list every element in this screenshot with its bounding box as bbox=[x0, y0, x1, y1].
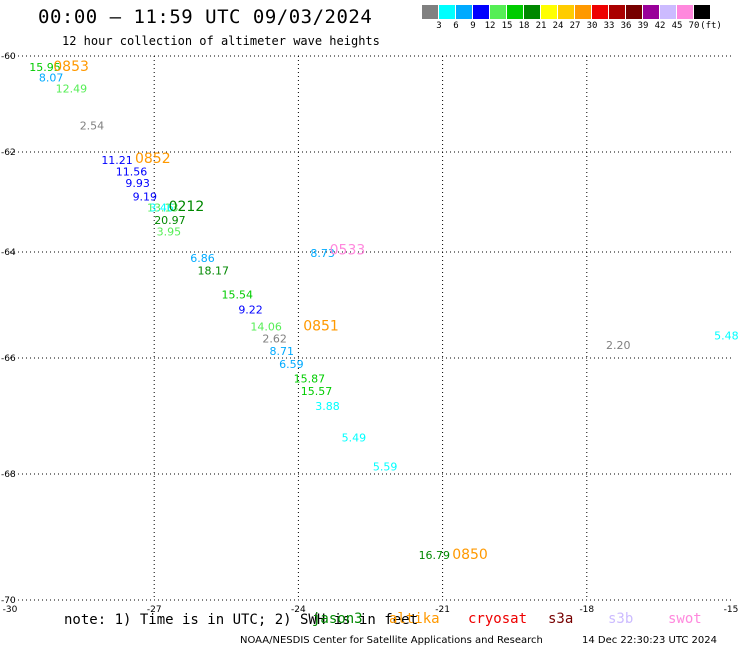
satellite-legend-item: jason3 bbox=[312, 611, 363, 627]
longitude-tick-label: -21 bbox=[435, 605, 450, 615]
color-scale-label: 15 bbox=[501, 21, 513, 31]
wave-height-value: 9.93 bbox=[125, 177, 150, 190]
color-swatch bbox=[473, 5, 490, 19]
color-scale-label: 39 bbox=[637, 21, 649, 31]
pass-time-label: 0533 bbox=[330, 243, 366, 259]
color-swatch bbox=[694, 5, 711, 19]
color-scale-label: 27 bbox=[569, 21, 581, 31]
color-scale-label: 6 bbox=[453, 21, 459, 31]
wave-height-value: 11.21 bbox=[101, 154, 132, 167]
wave-height-value: 3.95 bbox=[157, 226, 182, 239]
pass-time-label: 0212 bbox=[169, 199, 205, 215]
pass-time-label: 0853 bbox=[53, 59, 89, 75]
color-swatch bbox=[422, 5, 439, 19]
color-swatch bbox=[677, 5, 694, 19]
wave-height-value: 8.07 bbox=[39, 71, 64, 84]
color-scale-label: 12 bbox=[484, 21, 496, 31]
wave-height-value: 18.17 bbox=[197, 264, 229, 277]
satellite-legend-item: s3a bbox=[548, 611, 574, 627]
color-scale-label: 9 bbox=[470, 21, 476, 31]
color-swatch bbox=[643, 5, 660, 19]
color-swatch bbox=[609, 5, 626, 19]
wave-height-value: 3.46 bbox=[149, 202, 174, 215]
wave-height-value: 6.59 bbox=[279, 358, 304, 371]
color-scale-label: 45 bbox=[671, 21, 683, 31]
wave-height-value: 15.57 bbox=[301, 385, 333, 398]
wave-height-value: 2.62 bbox=[262, 333, 287, 346]
color-swatch bbox=[524, 5, 541, 19]
satellite-legend-item: s3b bbox=[608, 611, 634, 627]
wave-height-value: 2.54 bbox=[80, 119, 105, 132]
wave-height-value: 13.13 bbox=[147, 202, 179, 215]
page-subtitle: 12 hour collection of altimeter wave hei… bbox=[62, 34, 380, 48]
longitude-tick-label: -18 bbox=[579, 605, 594, 615]
wave-height-value: 3.88 bbox=[315, 400, 340, 413]
color-scale-labels: 3 6 9 12 15 18 21 24 27 30 33 36 39 42 45 70 (ft) bbox=[422, 21, 740, 33]
color-scale-bar bbox=[422, 5, 711, 19]
color-scale-label: (ft) bbox=[700, 21, 722, 31]
latitude-tick-label: -62 bbox=[1, 148, 16, 158]
satellite-legend-item: cryosat bbox=[468, 611, 528, 627]
map-tick-labels: -30 -27 -24 -21 -18 -15 -60 -62 -64 -66 -68 -70 bbox=[1, 52, 738, 615]
wave-height-value: 9.19 bbox=[133, 191, 158, 204]
color-scale-label: 24 bbox=[552, 21, 564, 31]
pass-time-label: 0852 bbox=[135, 151, 171, 167]
color-swatch bbox=[507, 5, 524, 19]
color-scale-label: 30 bbox=[586, 21, 598, 31]
map-grid bbox=[10, 55, 731, 601]
wave-height-value: 20.97 bbox=[154, 214, 186, 227]
footer-credit: NOAA/NESDIS Center for Satellite Applica… bbox=[240, 635, 543, 646]
color-swatch bbox=[439, 5, 456, 19]
wave-height-value: 8.71 bbox=[270, 345, 295, 358]
footer-note: note: 1) Time is in UTC; 2) SWH is in fe… bbox=[64, 612, 419, 628]
color-scale-label: 18 bbox=[518, 21, 530, 31]
color-swatch bbox=[541, 5, 558, 19]
color-swatch bbox=[456, 5, 473, 19]
longitude-tick-label: -27 bbox=[147, 605, 162, 615]
wave-height-value: 5.48 bbox=[714, 329, 739, 342]
color-scale-label: 33 bbox=[603, 21, 615, 31]
color-swatch bbox=[575, 5, 592, 19]
wave-height-value: 16.79 bbox=[419, 549, 451, 562]
satellite-legend-item: swot bbox=[668, 611, 702, 627]
latitude-tick-label: -66 bbox=[1, 354, 16, 364]
wave-height-value: 15.54 bbox=[221, 289, 253, 302]
page-title: 00:00 — 11:59 UTC 09/03/2024 bbox=[38, 6, 373, 28]
longitude-tick-label: -24 bbox=[291, 605, 306, 615]
wave-height-value: 2.20 bbox=[606, 339, 631, 352]
wave-height-value: 15.95 bbox=[29, 61, 61, 74]
wave-height-value: 9.22 bbox=[238, 303, 262, 316]
wave-height-value: 8.73 bbox=[310, 247, 335, 260]
longitude-tick-label: -15 bbox=[724, 605, 739, 615]
color-scale-label: 36 bbox=[620, 21, 632, 31]
wave-height-value: 11.56 bbox=[116, 166, 148, 179]
pass-time-label: 0851 bbox=[303, 318, 339, 334]
color-swatch bbox=[558, 5, 575, 19]
color-swatch bbox=[626, 5, 643, 19]
color-scale-label: 42 bbox=[654, 21, 666, 31]
latitude-tick-label: -70 bbox=[1, 596, 16, 606]
color-scale-label: 70 bbox=[688, 21, 700, 31]
satellite-legend-item: altika bbox=[389, 611, 440, 627]
wave-height-value: 6.86 bbox=[190, 252, 215, 265]
latitude-tick-label: -68 bbox=[1, 470, 16, 480]
latitude-tick-label: -64 bbox=[1, 248, 16, 258]
longitude-tick-label: -30 bbox=[3, 605, 18, 615]
color-swatch bbox=[490, 5, 507, 19]
color-scale-label: 3 bbox=[436, 21, 442, 31]
wave-height-value: 15.87 bbox=[294, 372, 326, 385]
pass-time-label: 0850 bbox=[452, 547, 488, 563]
latitude-tick-label: -60 bbox=[1, 52, 16, 62]
wave-height-value: 5.59 bbox=[373, 461, 398, 474]
color-swatch bbox=[592, 5, 609, 19]
color-scale-label: 21 bbox=[535, 21, 547, 31]
color-swatch bbox=[660, 5, 677, 19]
wave-height-value: 14.06 bbox=[250, 320, 281, 333]
footer-timestamp: 14 Dec 22:30:23 UTC 2024 bbox=[582, 635, 717, 646]
wave-height-value: 5.49 bbox=[342, 432, 367, 445]
wave-height-value: 12.49 bbox=[56, 82, 87, 95]
